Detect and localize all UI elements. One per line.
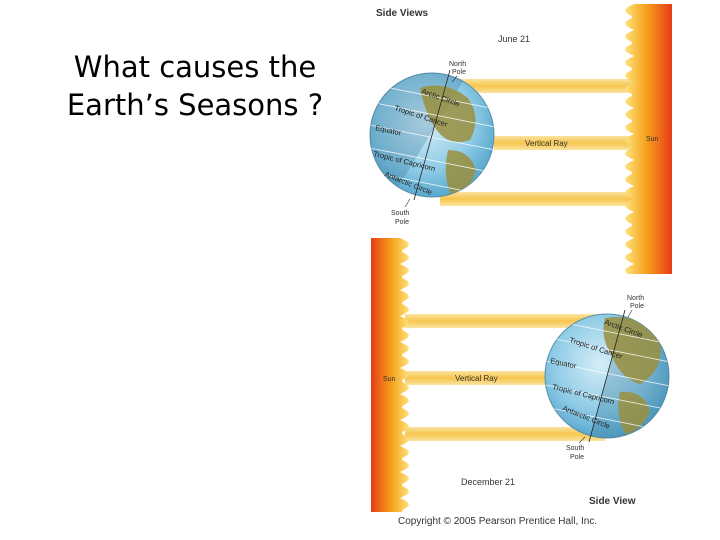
december-date-label: December 21 bbox=[461, 477, 515, 487]
copyright-text: Copyright © 2005 Pearson Prentice Hall, … bbox=[398, 516, 597, 527]
sun-label-top: Sun bbox=[646, 136, 659, 143]
north-pole-label-bottom-1: North bbox=[627, 295, 644, 302]
sun-ray-bottom-1 bbox=[405, 314, 605, 328]
vertical-ray-bottom bbox=[405, 371, 547, 385]
south-pole-label-top-2: Pole bbox=[395, 219, 409, 226]
vertical-ray-top bbox=[494, 136, 635, 150]
sun-ray-top-3 bbox=[440, 192, 635, 206]
title-line-2: Earth’s Seasons ? bbox=[66, 88, 324, 122]
south-pole-label-bottom-2: Pole bbox=[570, 454, 584, 461]
sun-ray-bottom-3 bbox=[405, 427, 605, 441]
north-pole-label-top-1: North bbox=[449, 61, 466, 68]
globe-june bbox=[369, 69, 495, 201]
slide-title: What causes the Earth’s Seasons ? bbox=[20, 48, 370, 124]
vertical-ray-label-bottom: Vertical Ray bbox=[455, 374, 498, 383]
side-view-footer: Side View bbox=[589, 496, 636, 507]
globe-december bbox=[544, 309, 670, 443]
south-pole-label-top-1: South bbox=[391, 210, 409, 217]
vertical-ray-label-top: Vertical Ray bbox=[525, 139, 568, 148]
side-views-header: Side Views bbox=[376, 8, 429, 19]
sun-label-bottom: Sun bbox=[383, 376, 396, 383]
sun-top bbox=[625, 4, 672, 274]
north-pole-label-bottom-2: Pole bbox=[630, 303, 644, 310]
sun-bottom bbox=[371, 238, 409, 512]
south-pole-label-bottom-1: South bbox=[566, 445, 584, 452]
north-pole-label-top-2: Pole bbox=[452, 69, 466, 76]
june-date-label: June 21 bbox=[498, 34, 530, 44]
title-line-1: What causes the bbox=[73, 50, 317, 84]
sun-ray-top-1 bbox=[440, 79, 635, 93]
